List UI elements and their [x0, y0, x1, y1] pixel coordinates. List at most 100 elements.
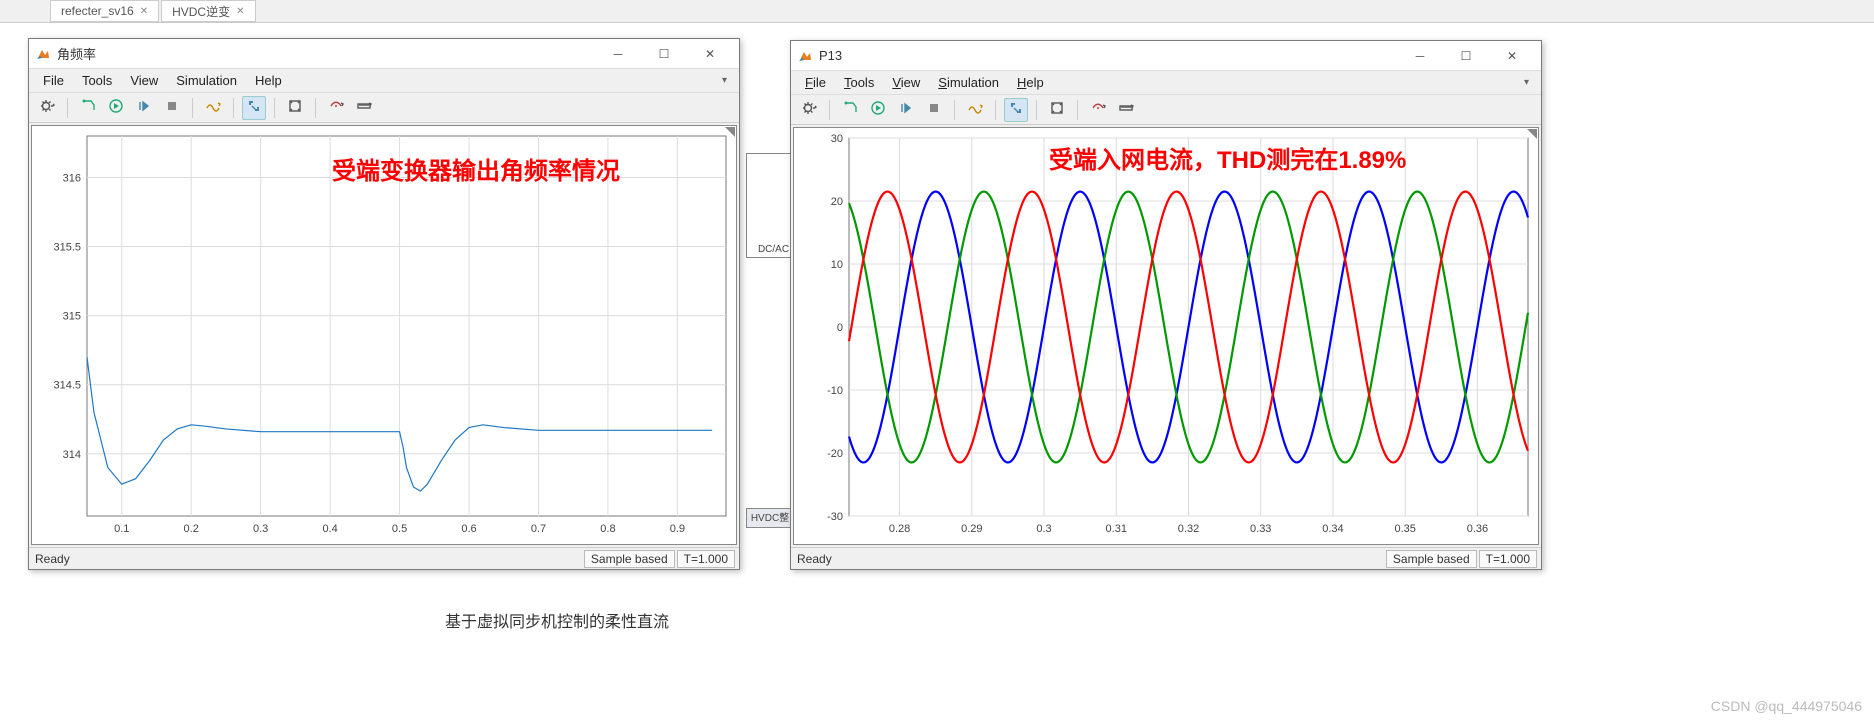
step-icon: [898, 100, 914, 119]
menu-view[interactable]: View: [884, 73, 928, 92]
menubar: FileToolsViewSimulationHelp ▾: [791, 71, 1541, 95]
hvdc-block[interactable]: HVDC整: [746, 508, 794, 528]
menu-tools[interactable]: Tools: [74, 71, 120, 90]
close-icon[interactable]: ✕: [236, 6, 244, 17]
menu-tools[interactable]: Tools: [836, 73, 882, 92]
scope-window-p13: P13 ─ ☐ ✕ FileToolsViewSimulationHelp ▾ 0…: [790, 40, 1542, 570]
signal-select-button[interactable]: [963, 98, 987, 122]
toolbar-separator: [1077, 100, 1078, 120]
close-button[interactable]: ✕: [687, 40, 733, 68]
stop-button[interactable]: [160, 96, 184, 120]
menu-view[interactable]: View: [122, 71, 166, 90]
toolbar-separator: [233, 98, 234, 118]
autoscale-icon: [287, 98, 303, 117]
status-time: T=1.000: [677, 550, 735, 568]
tab-label: HVDC逆变: [172, 3, 230, 20]
svg-text:0: 0: [837, 322, 843, 334]
toolbar-separator: [954, 100, 955, 120]
maximize-button[interactable]: ☐: [1443, 42, 1489, 70]
svg-text:0.3: 0.3: [253, 523, 268, 535]
menu-simulation[interactable]: Simulation: [930, 73, 1007, 92]
cursor-zoom-button[interactable]: [242, 96, 266, 120]
gear-dropdown-button[interactable]: [35, 96, 59, 120]
svg-text:10: 10: [831, 259, 843, 271]
gear-dropdown-icon: [39, 98, 55, 117]
toolbar-separator: [829, 100, 830, 120]
status-time: T=1.000: [1479, 550, 1537, 568]
ruler-button[interactable]: [1114, 98, 1138, 122]
svg-text:0.31: 0.31: [1106, 523, 1127, 535]
menu-help[interactable]: Help: [247, 71, 290, 90]
stop-icon: [926, 100, 942, 119]
run-button[interactable]: [866, 98, 890, 122]
tools-button[interactable]: [1086, 98, 1110, 122]
svg-text:-10: -10: [827, 385, 843, 397]
close-icon[interactable]: ✕: [140, 6, 148, 17]
gear-dropdown-button[interactable]: [797, 98, 821, 122]
svg-text:0.9: 0.9: [670, 523, 685, 535]
svg-text:0.28: 0.28: [889, 523, 910, 535]
editor-tab-2[interactable]: HVDC逆变 ✕: [161, 0, 255, 22]
autoscale-button[interactable]: [1045, 98, 1069, 122]
window-title: 角频率: [57, 44, 595, 63]
maximize-button[interactable]: ☐: [641, 40, 687, 68]
svg-text:314.5: 314.5: [53, 380, 81, 392]
svg-text:0.7: 0.7: [531, 523, 546, 535]
svg-text:0.36: 0.36: [1467, 523, 1488, 535]
print-icon: [80, 98, 96, 117]
editor-tab-1[interactable]: refecter_sv16 ✕: [50, 0, 159, 22]
run-button[interactable]: [104, 96, 128, 120]
matlab-logo-icon: [35, 46, 51, 62]
svg-text:20: 20: [831, 196, 843, 208]
titlebar[interactable]: 角频率 ─ ☐ ✕: [29, 39, 739, 69]
menu-simulation[interactable]: Simulation: [168, 71, 245, 90]
svg-text:0.2: 0.2: [184, 523, 199, 535]
svg-text:0.34: 0.34: [1322, 523, 1343, 535]
step-button[interactable]: [894, 98, 918, 122]
plot-area[interactable]: 0.280.290.30.310.320.330.340.350.36-30-2…: [793, 127, 1539, 545]
menu-help[interactable]: Help: [1009, 73, 1052, 92]
signal-select-button[interactable]: [201, 96, 225, 120]
multi-line-chart: 0.280.290.30.310.320.330.340.350.36-30-2…: [794, 128, 1538, 544]
menu-chevron-icon[interactable]: ▾: [716, 75, 733, 86]
minimize-button[interactable]: ─: [595, 40, 641, 68]
svg-text:315.5: 315.5: [53, 242, 81, 254]
menu-chevron-icon[interactable]: ▾: [1518, 77, 1535, 88]
tools-button[interactable]: [324, 96, 348, 120]
stop-button[interactable]: [922, 98, 946, 122]
ruler-button[interactable]: [352, 96, 376, 120]
matlab-logo-icon: [797, 48, 813, 64]
ruler-icon: [356, 98, 372, 117]
svg-text:0.29: 0.29: [961, 523, 982, 535]
tab-label: refecter_sv16: [61, 4, 134, 18]
step-button[interactable]: [132, 96, 156, 120]
close-button[interactable]: ✕: [1489, 42, 1535, 70]
cursor-zoom-icon: [1008, 100, 1024, 119]
cursor-zoom-button[interactable]: [1004, 98, 1028, 122]
chart-annotation: 受端变换器输出角频率情况: [332, 151, 620, 186]
svg-text:316: 316: [63, 172, 81, 184]
menu-file[interactable]: File: [35, 71, 72, 90]
cursor-zoom-icon: [246, 98, 262, 117]
gear-dropdown-icon: [801, 100, 817, 119]
print-button[interactable]: [838, 98, 862, 122]
watermark-text: CSDN @qq_444975046: [1711, 698, 1862, 714]
tools-icon: [1090, 100, 1106, 119]
svg-text:0.5: 0.5: [392, 523, 407, 535]
autoscale-button[interactable]: [283, 96, 307, 120]
svg-text:315: 315: [63, 311, 81, 323]
toolbar-separator: [192, 98, 193, 118]
titlebar[interactable]: P13 ─ ☐ ✕: [791, 41, 1541, 71]
svg-text:-30: -30: [827, 511, 843, 523]
plot-area[interactable]: 0.10.20.30.40.50.60.70.80.9314314.531531…: [31, 125, 737, 545]
toolbar: [29, 93, 739, 123]
menu-file[interactable]: File: [797, 73, 834, 92]
minimize-button[interactable]: ─: [1397, 42, 1443, 70]
print-button[interactable]: [76, 96, 100, 120]
signal-select-icon: [205, 98, 221, 117]
toolbar-separator: [67, 98, 68, 118]
signal-select-icon: [967, 100, 983, 119]
stop-icon: [164, 98, 180, 117]
status-ready: Ready: [33, 552, 582, 566]
autoscale-icon: [1049, 100, 1065, 119]
